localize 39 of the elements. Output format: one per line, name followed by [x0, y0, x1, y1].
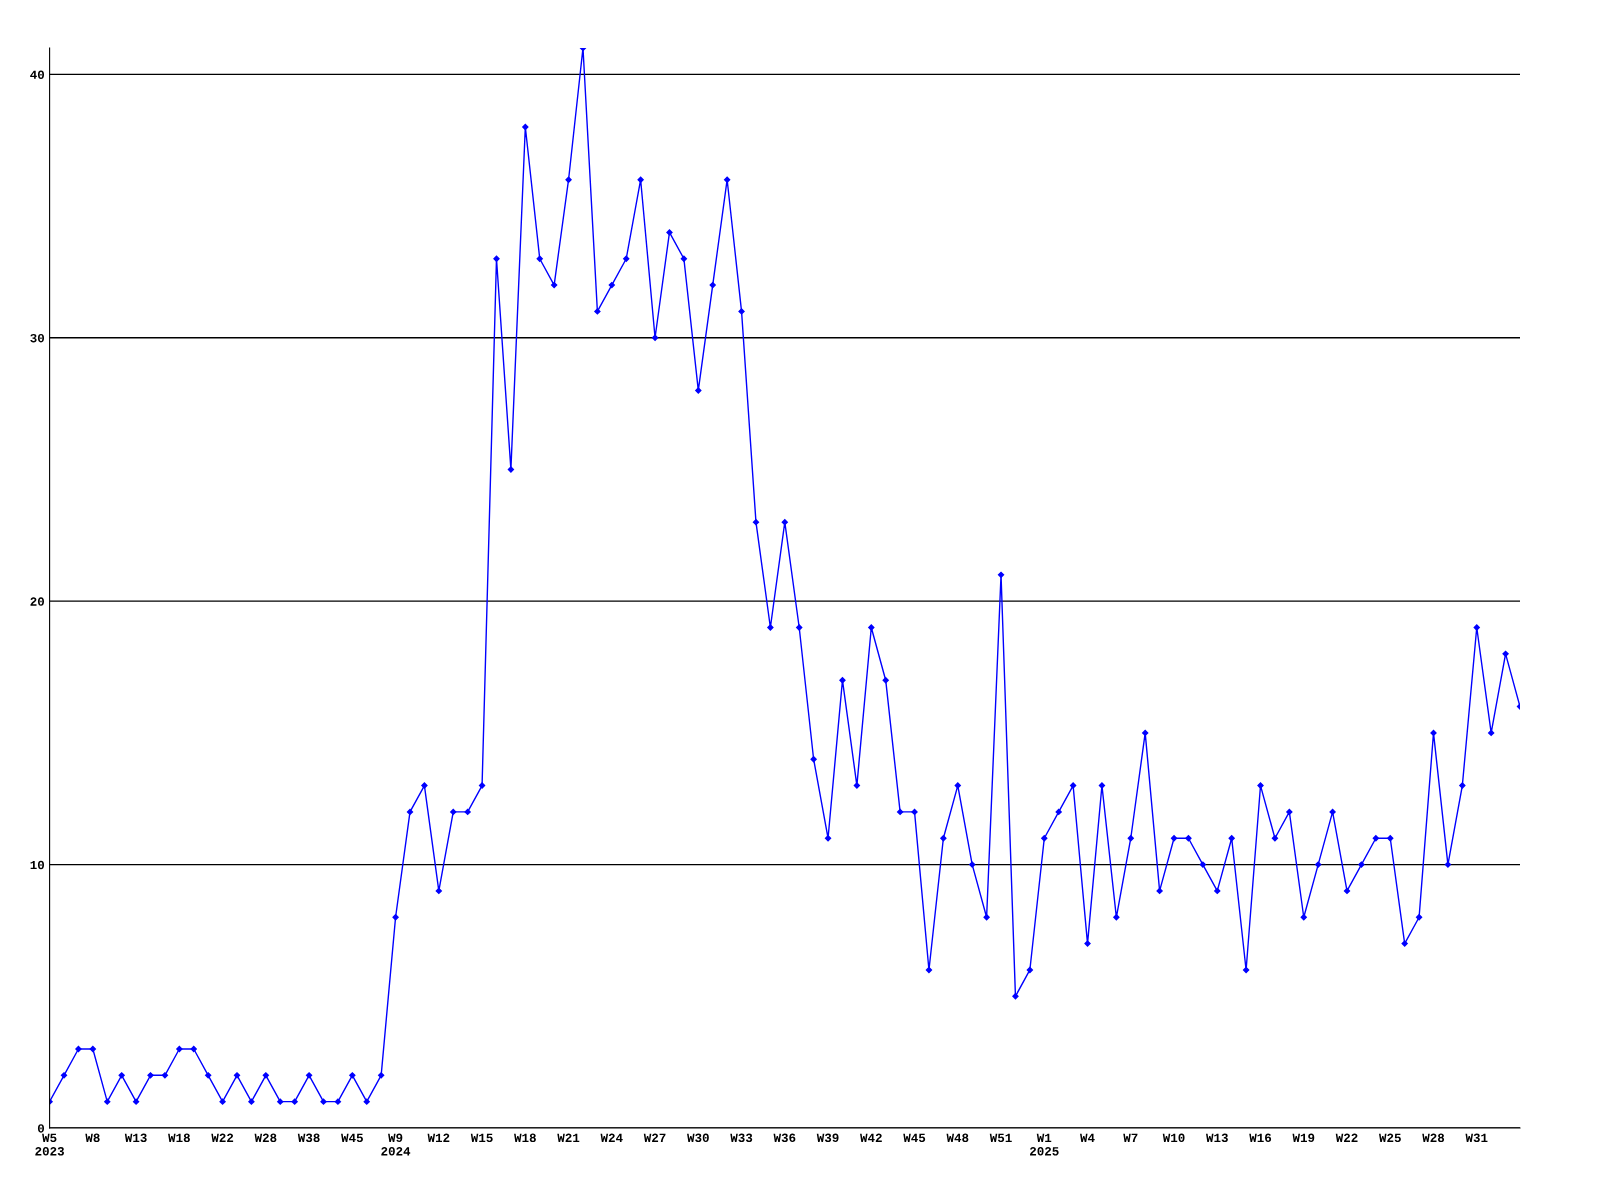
x-tick-label: W48 — [946, 1133, 969, 1143]
x-tick-label: W51 — [989, 1133, 1012, 1143]
x-tick-label: W19 — [1292, 1133, 1315, 1143]
y-tick-label: 40 — [30, 70, 45, 79]
x-tick-label: W15 — [470, 1133, 493, 1143]
x-tick-label: W38 — [297, 1133, 320, 1143]
x-tick-label: W13 — [124, 1133, 147, 1143]
y-tick-label: 10 — [30, 860, 45, 870]
x-tick-label: W42 — [860, 1133, 882, 1142]
x-tick-label: W28 — [1422, 1133, 1445, 1143]
x-tick-label: W36 — [773, 1133, 796, 1143]
x-tick-label: W8 — [85, 1133, 100, 1143]
x-tick-label: W24 — [600, 1133, 623, 1142]
x-tick-label: W22 — [1335, 1133, 1358, 1142]
y-tick-label: 20 — [30, 597, 45, 606]
x-tick-label: W16 — [1249, 1133, 1272, 1143]
x-tick-label: W28 — [254, 1133, 277, 1143]
x-tick-label: W18 — [514, 1133, 536, 1143]
x-tick-label: W25 — [1379, 1133, 1401, 1143]
x-tick-label: W45 — [903, 1133, 926, 1143]
x-tick-label: W21 — [557, 1133, 580, 1142]
x-tick-label: W7 — [1123, 1133, 1138, 1142]
x-tick-label: W30 — [687, 1133, 709, 1143]
y-tick-label: 0 — [37, 1124, 45, 1133]
x-tick-label: W9 2024 — [381, 1133, 411, 1156]
x-tick-label: W31 — [1465, 1133, 1488, 1143]
x-tick-label: W12 — [427, 1133, 450, 1142]
x-tick-label: W5 2023 — [35, 1133, 64, 1156]
y-tick-label: 30 — [30, 333, 45, 343]
x-tick-label: W27 — [643, 1133, 666, 1142]
x-tick-label: W18 — [168, 1133, 190, 1143]
x-tick-label: W33 — [730, 1133, 753, 1143]
x-tick-label: W45 — [341, 1133, 363, 1143]
x-tick-label: W4 — [1080, 1133, 1095, 1142]
x-tick-label: W39 — [816, 1133, 839, 1143]
x-tick-label: W1 2025 — [1030, 1133, 1059, 1156]
x-tick-label: W13 — [1206, 1133, 1228, 1143]
x-tick-label: W22 — [211, 1133, 234, 1142]
x-tick-label: W10 — [1162, 1133, 1185, 1143]
